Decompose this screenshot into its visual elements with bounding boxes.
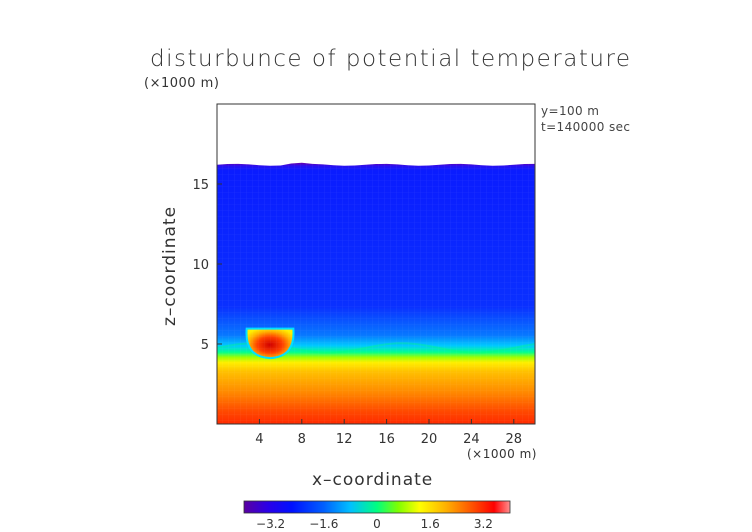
contour-texture — [217, 104, 535, 424]
x-tick-label: 28 — [506, 432, 523, 447]
y-tick-label: 15 — [192, 178, 209, 193]
colorbar-gradient — [243, 500, 511, 514]
field-layer — [217, 104, 535, 424]
colorbar-tick-label: 3.2 — [474, 517, 493, 531]
annotation-time: t=140000 sec — [541, 120, 631, 134]
annotation-y: y=100 m — [541, 104, 600, 118]
y-unit-label: (×1000 m) — [144, 76, 220, 91]
y-tick-label: 5 — [201, 338, 209, 353]
x-unit-label: (×1000 m) — [467, 447, 537, 461]
colorbar: −3.2 −1.6 0 1.6 3.2 — [243, 500, 511, 531]
colorbar-tick-label: −1.6 — [309, 517, 338, 531]
y-axis-ticks: 5 10 15 — [192, 178, 222, 353]
x-tick-label: 4 — [255, 432, 263, 447]
x-axis-label: x–coordinate — [312, 470, 434, 490]
colorbar-tick-label: −3.2 — [256, 517, 285, 531]
x-tick-label: 24 — [463, 432, 480, 447]
y-tick-label: 10 — [192, 258, 209, 273]
x-tick-label: 16 — [378, 432, 395, 447]
x-tick-label: 12 — [336, 432, 353, 447]
colorbar-ticks: −3.2 −1.6 0 1.6 3.2 — [256, 517, 493, 531]
chart-title: disturbunce of potential temperature — [150, 46, 632, 72]
x-axis-ticks: 4 8 12 16 20 24 28 — [255, 419, 522, 447]
colorbar-tick-label: 0 — [373, 517, 381, 531]
colorbar-tick-label: 1.6 — [421, 517, 440, 531]
x-tick-label: 20 — [421, 432, 438, 447]
x-tick-label: 8 — [298, 432, 306, 447]
